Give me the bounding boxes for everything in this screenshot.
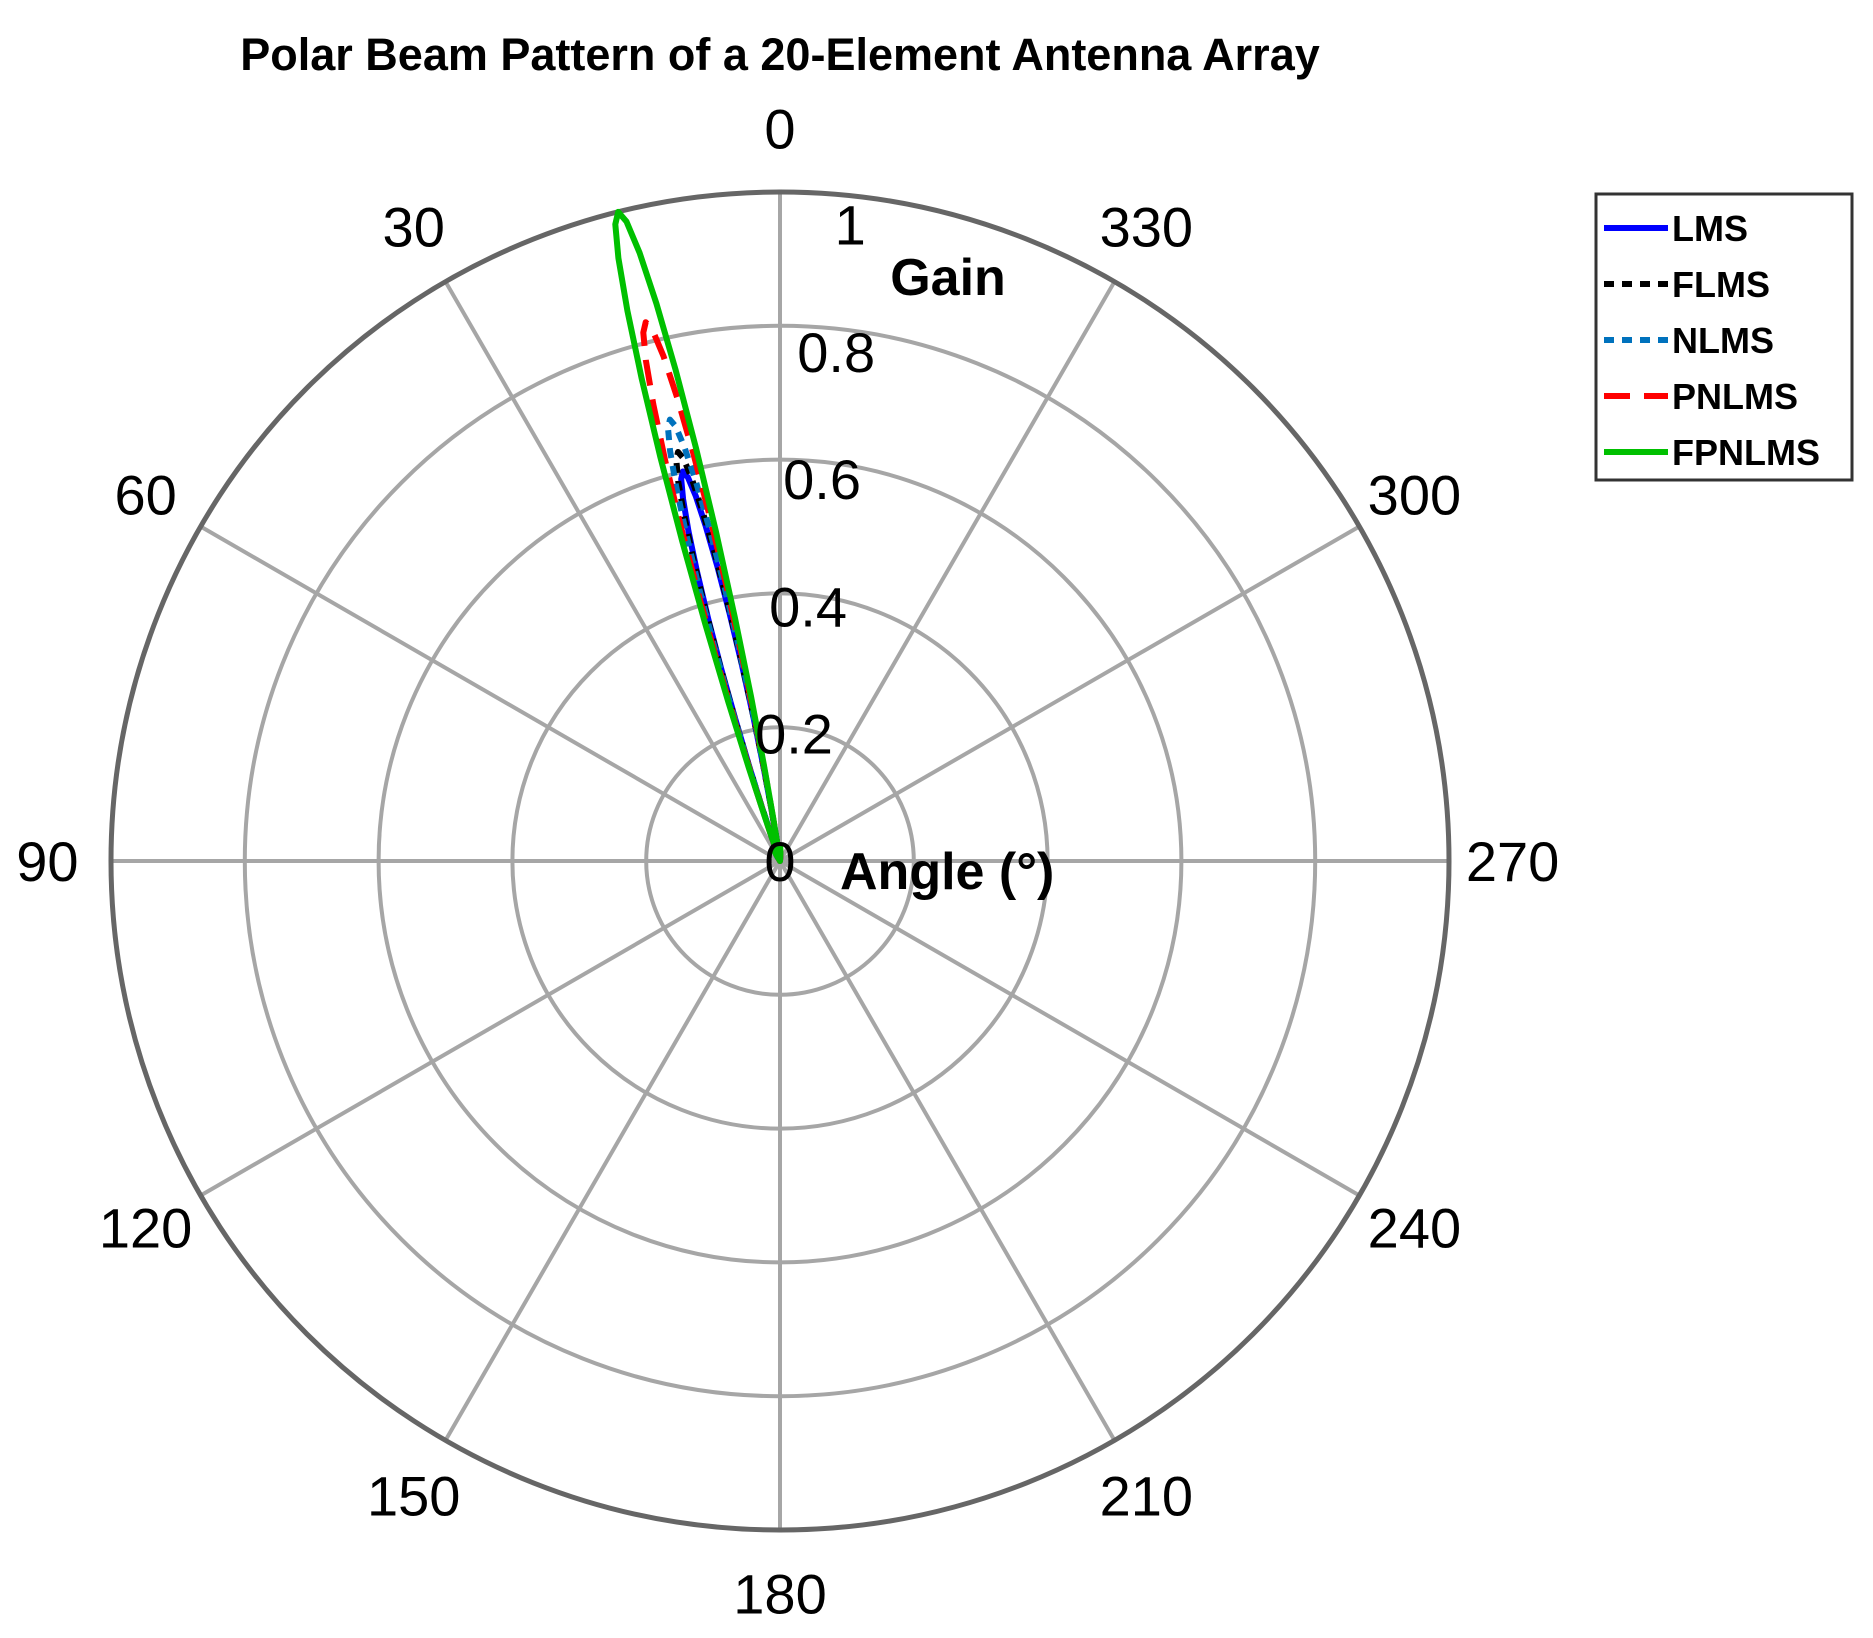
grid-spoke-210 <box>778 860 1117 1442</box>
theta-tick-label: 30 <box>383 196 445 259</box>
theta-tick-label: 0 <box>764 97 795 160</box>
legend-label-lms: LMS <box>1672 208 1748 249</box>
theta-axis-label: Angle (°) <box>840 843 1054 901</box>
grid-spoke-150 <box>443 860 782 1442</box>
r-axis-label: Gain <box>890 249 1006 307</box>
grid-ring-0.2 <box>644 725 916 997</box>
legend-label-fpnlms: FPNLMS <box>1672 432 1820 473</box>
theta-tick-label: 150 <box>367 1464 460 1527</box>
legend-label-pnlms: PNLMS <box>1672 376 1798 417</box>
r-tick-label: 0.8 <box>797 321 875 384</box>
grid-spoke-300 <box>779 524 1361 863</box>
tick-labels: 0 30 60 90 120 150 180 210 240 270 300 330 0 0.2 0.4 0.… <box>16 97 1559 1625</box>
r-tick-label: 0 <box>764 830 795 893</box>
series-line-lms <box>678 468 784 864</box>
legend-box <box>1594 192 1854 482</box>
series-layer <box>612 208 784 864</box>
theta-tick-label: 180 <box>733 1563 826 1626</box>
legend: LMS FLMS NLMS PNLMS FPNLMS <box>1594 192 1854 482</box>
grid-ring-0.6 <box>376 457 1184 1265</box>
grid-spoke-30 <box>443 280 782 862</box>
legend-label-nlms: NLMS <box>1672 320 1774 361</box>
series-line-flms <box>673 449 784 864</box>
theta-tick-label: 270 <box>1466 830 1559 893</box>
theta-tick-label: 210 <box>1100 1464 1193 1527</box>
series-line-fpnlms <box>612 208 784 864</box>
r-tick-label: 0.2 <box>755 703 833 766</box>
polar-grid <box>108 189 1452 1533</box>
outer-ring <box>108 189 1452 1533</box>
r-tick-label: 1 <box>835 194 866 257</box>
theta-tick-label: 120 <box>99 1196 192 1259</box>
legend-label-flms: FLMS <box>1672 264 1770 305</box>
grid-spoke-240 <box>779 859 1361 1198</box>
r-tick-label: 0.4 <box>769 576 847 639</box>
theta-tick-label: 330 <box>1100 196 1193 259</box>
r-tick-label: 0.6 <box>783 448 861 511</box>
theta-tick-label: 90 <box>16 830 78 893</box>
chart-title: Polar Beam Pattern of a 20-Element Anten… <box>240 29 1320 80</box>
grid-ring-0.4 <box>510 591 1050 1131</box>
grid-spoke-60 <box>199 524 781 863</box>
series-line-pnlms <box>640 319 784 864</box>
theta-tick-label: 300 <box>1368 464 1461 527</box>
theta-tick-label: 60 <box>114 464 176 527</box>
grid-ring-0.8 <box>242 323 1318 1399</box>
grid-spoke-120 <box>199 859 781 1198</box>
theta-tick-label: 240 <box>1368 1196 1461 1259</box>
grid-spoke-330 <box>778 280 1117 862</box>
